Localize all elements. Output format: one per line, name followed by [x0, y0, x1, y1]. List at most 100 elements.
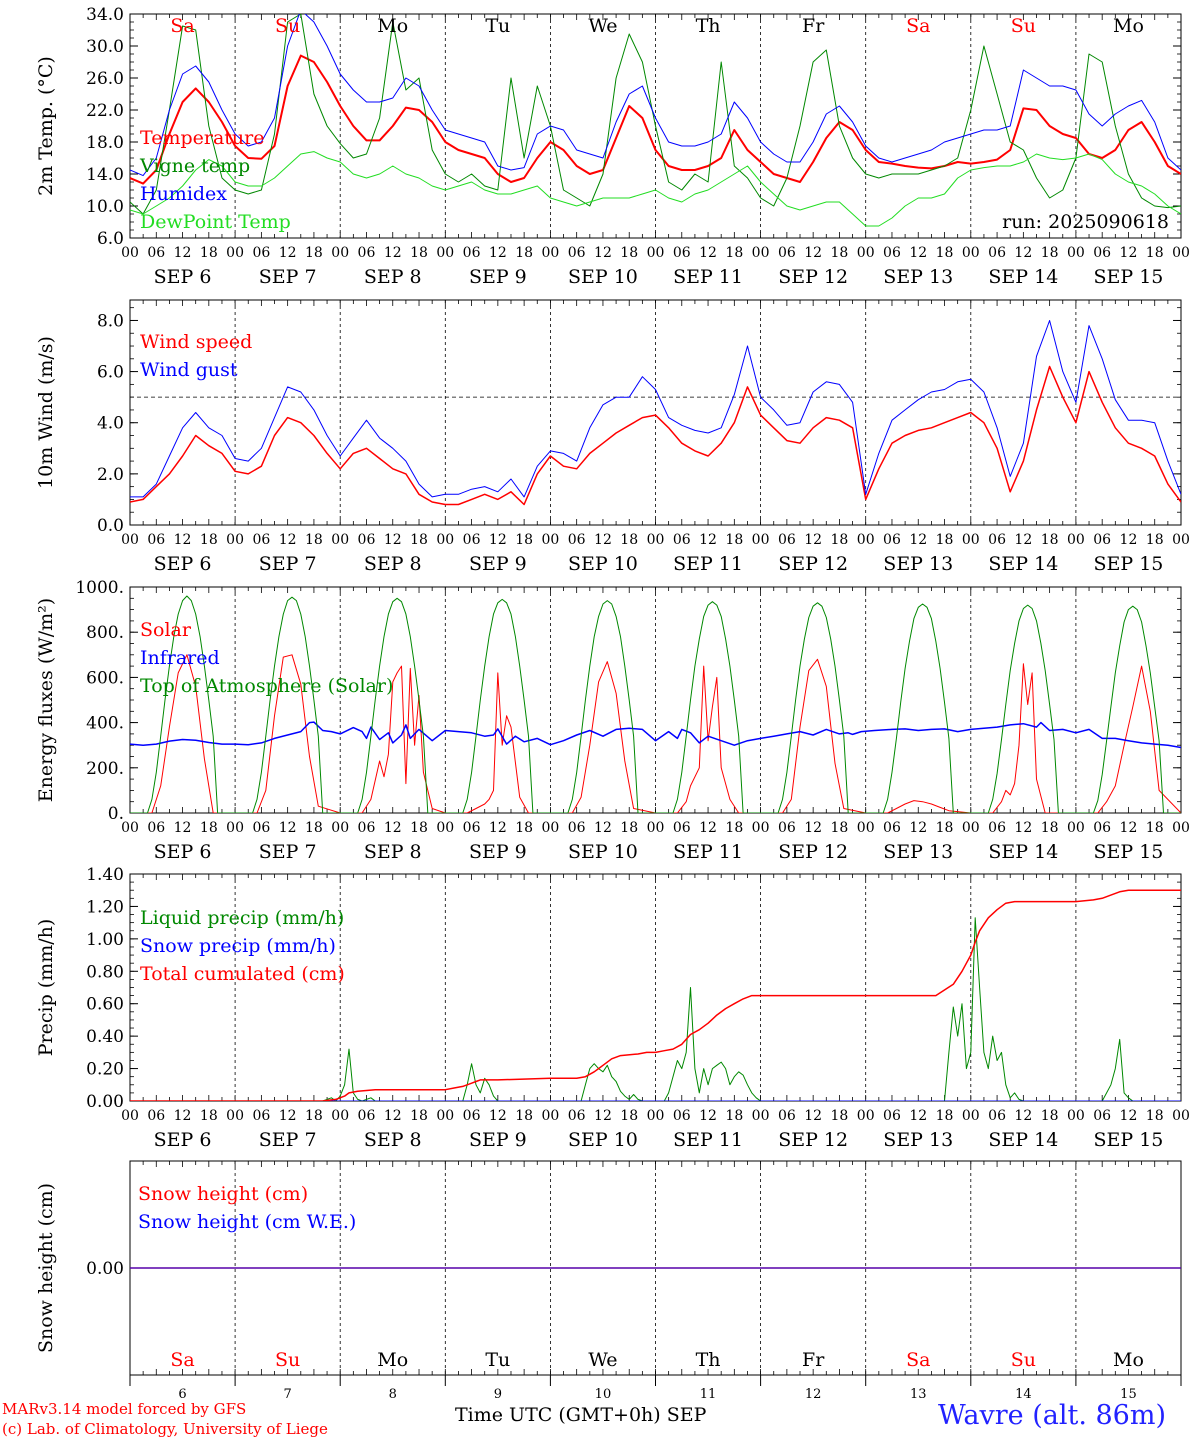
hour-label: 06 — [463, 245, 481, 261]
date-label: SEP 7 — [259, 553, 317, 575]
hour-label: 06 — [988, 532, 1006, 548]
hour-label: 12 — [384, 245, 402, 261]
y-tick-label: 10.0 — [86, 197, 124, 217]
y-tick-label: 0. — [108, 804, 124, 824]
date-label: SEP 10 — [568, 1129, 638, 1151]
hour-label: 06 — [252, 1108, 270, 1124]
weekday-label: Sa — [906, 1349, 930, 1371]
weekday-label: We — [588, 15, 617, 37]
hour-label: 06 — [568, 532, 586, 548]
hour-label: 00 — [752, 1108, 770, 1124]
hour-label: 06 — [147, 245, 165, 261]
y-tick-label: 8.0 — [97, 311, 124, 331]
hour-label: 06 — [988, 245, 1006, 261]
legend-entry: Vigne temp — [139, 155, 250, 177]
hour-label: 18 — [305, 532, 323, 548]
hour-label: 00 — [1172, 245, 1190, 261]
hour-label: 06 — [252, 820, 270, 836]
date-label: SEP 12 — [778, 841, 848, 863]
panel-energy: 0. 200. 400. 600. 800. 1000. Energy fluxes (W/… — [35, 578, 1190, 863]
legend-entry: DewPoint Temp — [140, 211, 291, 233]
weekday-label: Su — [1011, 15, 1036, 37]
date-label: SEP 14 — [988, 553, 1058, 575]
hour-label: 00 — [1067, 245, 1085, 261]
y-tick-label: 0.00 — [86, 1259, 124, 1279]
hour-label: 12 — [1014, 1108, 1032, 1124]
series-line — [130, 54, 1181, 185]
hour-label: 00 — [226, 532, 244, 548]
hour-label: 18 — [725, 1108, 743, 1124]
hour-label: 00 — [436, 532, 454, 548]
hour-label: 12 — [279, 245, 297, 261]
hour-label: 12 — [804, 820, 822, 836]
y-tick-label: 1.40 — [86, 865, 124, 885]
series-line — [130, 320, 1181, 498]
hour-label: 00 — [331, 820, 349, 836]
hour-label: 00 — [962, 1108, 980, 1124]
date-label: SEP 9 — [469, 841, 527, 863]
hour-label: 18 — [200, 532, 218, 548]
weekday-label: Tu — [485, 1349, 510, 1371]
date-label: SEP 10 — [568, 553, 638, 575]
day-number: 9 — [494, 1387, 502, 1402]
weekday-label: Mo — [1113, 1349, 1144, 1371]
hour-label: 12 — [909, 245, 927, 261]
date-label: SEP 7 — [259, 1129, 317, 1151]
panel-temp: 6.0 10.0 14.0 18.0 22.0 26.0 30.0 34.0 2m Temp. … — [35, 5, 1190, 288]
date-label: SEP 11 — [673, 841, 743, 863]
hour-label: 00 — [226, 245, 244, 261]
panel-precip: 0.00 0.20 0.40 0.60 0.80 1.00 1.20 1.40 Precip (… — [35, 865, 1190, 1151]
hour-label: 06 — [147, 1108, 165, 1124]
legend-entry: Wind gust — [140, 359, 238, 381]
y-axis-label: Energy fluxes (W/m²) — [35, 598, 57, 802]
hour-label: 18 — [936, 532, 954, 548]
hour-label: 06 — [883, 532, 901, 548]
y-tick-label: 200. — [86, 759, 124, 779]
day-number: 11 — [700, 1387, 717, 1402]
legend-entry: Infrared — [140, 647, 220, 669]
y-tick-label: 4.0 — [97, 414, 124, 434]
date-label: SEP 14 — [988, 1129, 1058, 1151]
hour-label: 06 — [463, 820, 481, 836]
hour-label: 18 — [410, 1108, 428, 1124]
y-axis-label: 10m Wind (m/s) — [35, 336, 57, 489]
date-label: SEP 6 — [154, 266, 212, 288]
hour-label: 06 — [1093, 245, 1111, 261]
hour-label: 00 — [1067, 1108, 1085, 1124]
weekday-label: Mo — [1113, 15, 1144, 37]
hour-label: 18 — [1041, 532, 1059, 548]
series-line — [130, 889, 1181, 1101]
legend-entry: Temperature — [140, 127, 264, 149]
date-label: SEP 8 — [364, 841, 422, 863]
date-label: SEP 12 — [778, 1129, 848, 1151]
hour-label: 12 — [279, 820, 297, 836]
y-axis-label: Precip (mm/h) — [35, 919, 57, 1057]
day-number: 12 — [805, 1387, 822, 1402]
hour-label: 18 — [515, 820, 533, 836]
hour-label: 12 — [1120, 1108, 1138, 1124]
legend-entry: Liquid precip (mm/h) — [140, 907, 344, 929]
weekday-label: Mo — [377, 15, 408, 37]
hour-label: 12 — [699, 245, 717, 261]
hour-label: 18 — [305, 245, 323, 261]
date-label: SEP 15 — [1094, 1129, 1164, 1151]
y-tick-label: 6.0 — [97, 363, 124, 383]
hour-label: 12 — [804, 1108, 822, 1124]
hour-label: 18 — [725, 820, 743, 836]
hour-label: 18 — [1041, 245, 1059, 261]
day-number: 15 — [1120, 1387, 1137, 1402]
hour-label: 18 — [620, 820, 638, 836]
hour-label: 00 — [1172, 1108, 1190, 1124]
hour-label: 06 — [778, 1108, 796, 1124]
legend-entry: Solar — [140, 619, 192, 641]
date-label: SEP 10 — [568, 841, 638, 863]
hour-label: 00 — [962, 820, 980, 836]
hour-label: 00 — [647, 245, 665, 261]
hour-label: 12 — [174, 245, 192, 261]
hour-label: 06 — [673, 532, 691, 548]
hour-label: 12 — [699, 532, 717, 548]
y-tick-label: 800. — [86, 623, 124, 643]
hour-label: 00 — [1067, 820, 1085, 836]
weekday-label: Sa — [170, 1349, 194, 1371]
